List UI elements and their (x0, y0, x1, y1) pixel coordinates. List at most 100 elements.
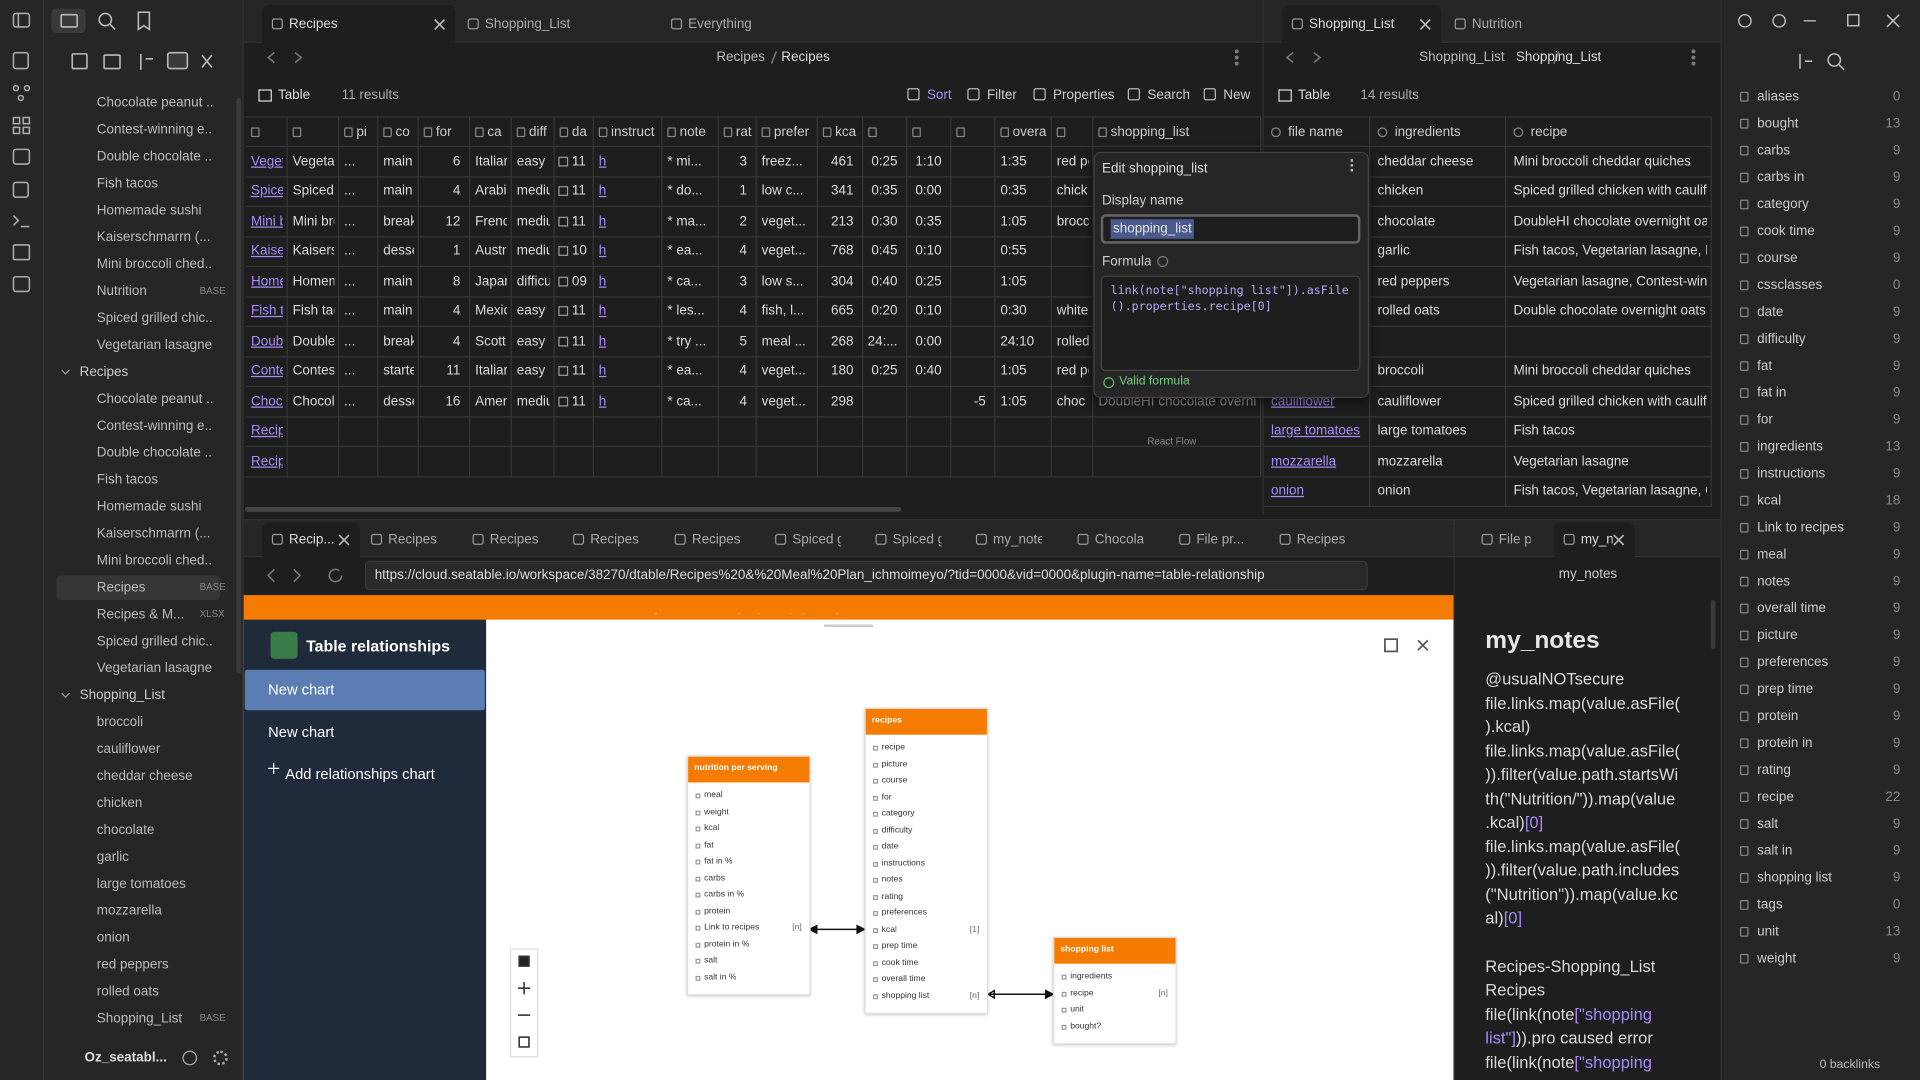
file[interactable]: Shopping_List (96, 1011, 183, 1027)
property-name[interactable]: prep time (1757, 682, 1814, 697)
cell-text[interactable]: h (598, 393, 607, 409)
file-link[interactable]: large tomatoes (1271, 423, 1361, 439)
column-header[interactable]: kca (817, 116, 864, 147)
display-name-input[interactable]: shopping_list (1100, 214, 1361, 244)
toolbar-button[interactable]: New (1223, 88, 1251, 103)
tab-title[interactable]: File pr... (1196, 532, 1245, 548)
column-header[interactable] (287, 116, 340, 147)
url[interactable]: https://cloud.seatable.io/workspace/3827… (374, 568, 1265, 583)
property-name[interactable]: bought (1757, 116, 1799, 132)
column-header[interactable] (1051, 116, 1094, 147)
file-link[interactable]: Recip (251, 453, 283, 469)
tab[interactable]: Recipes & M... (563, 523, 661, 557)
chart-item[interactable]: New chart (268, 723, 335, 741)
tab-close[interactable] (338, 534, 350, 546)
property-name[interactable]: preferences (1757, 655, 1829, 670)
tab-title[interactable]: Spiced grille... (892, 532, 942, 548)
file[interactable]: Mini broccoli ched... (96, 257, 214, 272)
tab-title[interactable]: Recipes (288, 16, 338, 32)
file[interactable]: Kaiserschmarrn (... (96, 230, 211, 245)
tab-title[interactable]: Spiced grille... (792, 532, 841, 548)
tab-title[interactable]: Chocolat... (1094, 532, 1144, 548)
file[interactable]: Mini broccoli ched... (96, 553, 214, 569)
column-header[interactable]: diff (511, 116, 555, 147)
property-name[interactable]: salt in (1757, 843, 1793, 859)
property-name[interactable]: tags (1757, 897, 1783, 913)
folder[interactable]: Recipes (79, 364, 129, 380)
tab[interactable]: Spiced grille... (866, 523, 964, 557)
column-header[interactable]: shopping_list (1093, 116, 1262, 147)
file[interactable]: Contest-winning e... (96, 122, 214, 138)
file[interactable]: Vegetarian lasagne (96, 337, 213, 353)
column-header[interactable]: ingredients (1370, 116, 1507, 147)
tab-title[interactable]: my_n... (1580, 532, 1613, 548)
property-name[interactable]: protein (1757, 708, 1799, 724)
cell-text[interactable]: h (598, 303, 607, 319)
settings-button[interactable] (213, 1050, 228, 1066)
file[interactable]: chocolate (96, 822, 155, 838)
cell-text[interactable]: h (598, 243, 607, 259)
file-link[interactable]: mozzarella (1271, 453, 1337, 469)
file-link[interactable]: Recip (251, 423, 283, 439)
property-name[interactable]: cssclasses (1757, 277, 1823, 293)
file-link[interactable]: Home (251, 273, 283, 289)
file[interactable]: red peppers (96, 957, 169, 973)
file[interactable]: rolled oats (96, 984, 159, 1000)
property-name[interactable]: category (1757, 197, 1809, 212)
property-name[interactable]: unit (1757, 924, 1779, 940)
tab[interactable]: Recipes & M... (361, 523, 459, 557)
table-node[interactable]: recipes recipe picture course for category dif… (864, 707, 989, 1014)
view-switch[interactable]: Table (1297, 88, 1331, 103)
vault-name[interactable]: Oz_seatabl... (84, 1050, 167, 1066)
selected-chart[interactable] (244, 669, 485, 711)
file-link[interactable]: Veget (251, 153, 283, 169)
formula-editor[interactable]: link(note["shopping list"]).asFile().pro… (1100, 275, 1361, 372)
tab-title[interactable]: Recipes & M... (691, 532, 741, 548)
file-link[interactable]: Mini b (251, 213, 283, 229)
column-header[interactable]: overa (995, 116, 1052, 147)
tab[interactable]: File pr... (1169, 523, 1267, 557)
column-header[interactable]: note (662, 116, 719, 147)
property-name[interactable]: notes (1757, 574, 1791, 589)
tab[interactable]: Chocolat... (1068, 523, 1166, 557)
tab-title[interactable]: Recipes &... (1296, 532, 1346, 548)
file[interactable]: Fish tacos (96, 472, 159, 488)
column-header[interactable]: da (554, 116, 594, 147)
file[interactable]: cauliflower (96, 742, 161, 757)
property-name[interactable]: recipe (1757, 789, 1794, 805)
tab-title[interactable]: my_notes (993, 532, 1042, 548)
tab[interactable]: Shopping_List (458, 5, 651, 43)
column-header[interactable]: rat (718, 116, 757, 147)
tab[interactable]: Recipes &... (1270, 523, 1368, 557)
url-bar[interactable] (364, 560, 1368, 591)
file[interactable]: Fish tacos (96, 176, 159, 192)
input-text[interactable]: shopping_list (1110, 219, 1195, 239)
file[interactable]: Chocolate peanut ... (96, 95, 214, 111)
table-node[interactable]: nutrition per serving meal weight kcal fat fa… (686, 755, 811, 996)
file[interactable]: Kaiserschmarrn (... (96, 526, 211, 542)
tab[interactable]: Recip... (262, 522, 360, 558)
folder[interactable]: Shopping_List (79, 688, 165, 703)
tab-close[interactable] (433, 18, 446, 30)
file[interactable]: chicken (96, 795, 143, 811)
file-link[interactable]: Doubl (251, 333, 283, 349)
column-header[interactable]: co (378, 116, 419, 147)
file[interactable]: Double chocolate ... (96, 149, 214, 165)
tab-title[interactable]: Recipes & M... (388, 532, 437, 548)
file[interactable]: Recipes & M... (96, 607, 185, 623)
property-name[interactable]: instructions (1757, 466, 1826, 482)
cell-text[interactable]: h (598, 153, 607, 169)
cell-text[interactable]: h (598, 273, 607, 289)
file-link[interactable]: Spice (251, 183, 283, 199)
toolbar-button[interactable]: Filter (986, 88, 1017, 103)
property-name[interactable]: kcal (1757, 493, 1782, 509)
property-name[interactable]: Link to recipes (1757, 520, 1845, 536)
tab-title[interactable]: Recipes & M... (590, 532, 639, 548)
column-header[interactable]: pi (339, 116, 379, 147)
file[interactable]: onion (96, 930, 130, 946)
property-name[interactable]: meal (1757, 547, 1787, 563)
chart-item[interactable]: New chart (268, 680, 335, 698)
tab[interactable]: Recipes & M... (665, 523, 763, 557)
file[interactable]: Chocolate peanut ... (96, 391, 214, 407)
tab-close[interactable] (1419, 18, 1431, 30)
